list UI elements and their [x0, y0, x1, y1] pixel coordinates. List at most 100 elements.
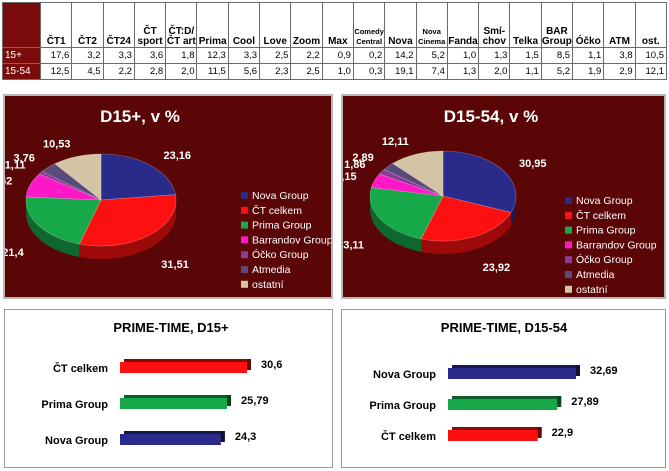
- column-header-zoom: Zoom: [290, 2, 323, 48]
- pie-side-ct-celkem: [420, 212, 511, 254]
- rating-cell: 2,2: [290, 47, 323, 64]
- data-label-barrandov-group: 5,15: [343, 171, 357, 183]
- rating-cell: 12,1: [634, 63, 668, 80]
- bar-end-face: [227, 395, 232, 406]
- rating-cell: 11,5: [196, 63, 229, 80]
- legend-entry-ct-celkem: ČT celkem: [576, 209, 626, 222]
- rating-cell: 12,3: [196, 47, 229, 64]
- pie-slice-atmedia: [383, 163, 444, 197]
- pie-slice-ocko-group: [378, 169, 444, 197]
- pie-panel-d15-54: D15-54, v % 30,95 23,92 23,11 5,151,862,89 12…: [341, 94, 666, 299]
- data-label-prima-group: 23,11: [343, 239, 364, 251]
- legend-entry-ct-celkem: ČT celkem: [252, 204, 302, 217]
- rating-cell: 2,2: [102, 63, 135, 80]
- data-label-ct-celkem: 31,51: [161, 259, 189, 271]
- pie-chart-d15plus: D15+, v % 23,16 31,51 21,4 8,52 1,113,76 10,53…: [5, 107, 331, 291]
- column-header-ct-d-ct-art: ČT:D/ ČT art: [165, 2, 198, 48]
- rating-cell: 8,5: [540, 47, 574, 64]
- column-header-max: Max: [321, 2, 354, 48]
- data-label-ct-celkem: 23,92: [483, 262, 511, 274]
- pie-slice-atmedia: [41, 163, 102, 201]
- bar-end-face: [537, 427, 542, 438]
- pie-side-prima-group: [370, 196, 421, 252]
- pie-slice-nova-group: [100, 153, 176, 201]
- pie-sides: [370, 196, 516, 254]
- bar-front-face: [120, 362, 247, 373]
- legend-entry-ocko-group: Óčko Group: [576, 253, 633, 266]
- rating-cell: 3,3: [102, 47, 135, 64]
- prime-time-panel-d15plus: PRIME-TIME, D15+ ČT celkem 30,6 Prima Group…: [4, 309, 333, 468]
- legend-entry-ocko-group: Óčko Group: [252, 248, 309, 261]
- pie-side-nova-group: [510, 196, 516, 226]
- bar-nova-group: [448, 365, 580, 379]
- pie-slice-nova-group: [442, 150, 517, 213]
- legend-swatch-ostatni: [241, 280, 248, 288]
- rating-cell: 4,5: [71, 63, 104, 80]
- prime-time-panel-d15-54: PRIME-TIME, D15-54 Nova Group 32,69 Prima G…: [341, 309, 666, 468]
- legend-entry-ostatni: ostatní: [252, 279, 284, 291]
- rating-cell: 0,3: [352, 63, 386, 80]
- rating-cell: 2,5: [290, 63, 323, 80]
- legend-swatch-atmedia: [241, 266, 248, 273]
- pie-slice-prima-group: [25, 196, 102, 245]
- category-label-ct-celkem: ČT celkem: [53, 362, 108, 375]
- rating-cell: 2,8: [133, 63, 167, 80]
- bar-ct-celkem: [120, 359, 251, 373]
- data-label-ostatni: 12,11: [382, 136, 409, 148]
- pie-side-ct-celkem: [79, 200, 176, 259]
- ratings-row-15-54: 15-54 12,5 4,5 2,2 2,8 2,0 11,5 5,6 2,3 2,5 1,0 0,…: [2, 63, 668, 80]
- legend-swatch-nova-group: [565, 197, 572, 204]
- rating-cell: 1,1: [509, 63, 542, 80]
- pie-slice-ct-celkem: [78, 194, 177, 247]
- rating-cell: 5,6: [227, 63, 261, 80]
- column-header-telka: Telka: [509, 2, 542, 48]
- category-label-prima-group: Prima Group: [41, 399, 108, 411]
- data-label-ocko-group: 1,86: [344, 159, 365, 171]
- legend-entry-atmedia: Atmedia: [252, 264, 291, 276]
- legend-swatch-nova-group: [241, 192, 248, 199]
- rating-cell: 2,5: [259, 47, 292, 64]
- legend-entry-atmedia: Atmedia: [576, 269, 615, 281]
- rating-cell: 0,2: [352, 47, 386, 64]
- pie-panel-d15plus: D15+, v % 23,16 31,51 21,4 8,52 1,113,76 10,53…: [3, 94, 333, 299]
- data-label-nova-group: 30,95: [519, 158, 547, 170]
- category-label-nova-group: Nova Group: [45, 435, 108, 447]
- bar-front-face: [120, 398, 228, 409]
- column-header-bar-group: BAR Group: [540, 2, 574, 48]
- bar-nova-group: [120, 431, 225, 445]
- rating-cell: 12,5: [39, 63, 73, 80]
- category-label-ct-celkem: ČT celkem: [381, 430, 436, 443]
- column-header-ct-sport: ČT sport: [133, 2, 167, 48]
- column-header-nova: Nova: [384, 2, 417, 48]
- rating-cell: 1,8: [165, 47, 198, 64]
- ratings-corner-cell: [2, 2, 41, 48]
- rating-cell: 3,8: [603, 47, 636, 64]
- legend-entry-prima-group: Prima Group: [576, 225, 636, 237]
- pie-slice-ct-celkem: [420, 195, 512, 242]
- column-header-ct24: ČT24: [102, 2, 135, 48]
- rating-cell: 3,2: [71, 47, 104, 64]
- bar-prima-group: [120, 395, 232, 409]
- rating-cell: 1,0: [321, 63, 354, 80]
- legend-entry-prima-group: Prima Group: [252, 220, 312, 232]
- legend-swatch-barrandov-group: [241, 236, 248, 244]
- rating-cell: 2,3: [259, 63, 292, 80]
- rating-cell: 2,9: [603, 63, 636, 80]
- data-label-nova-group: 23,16: [164, 150, 192, 162]
- pie-slice-barrandov-group: [370, 173, 444, 197]
- legend-swatch-barrandov-group: [565, 241, 572, 249]
- category-label-nova-group: Nova Group: [373, 369, 436, 381]
- data-label-nova-group: 24,3: [235, 431, 256, 443]
- bar-front-face: [120, 434, 221, 445]
- column-header-nova-cinema: Nova Cinema: [415, 2, 448, 48]
- rating-cell: 3,3: [227, 47, 261, 64]
- data-label-ct-celkem: 30,6: [261, 359, 282, 371]
- rating-cell: 2,0: [478, 63, 511, 80]
- column-header-ct2: ČT2: [71, 2, 104, 48]
- rating-cell: 1,0: [446, 47, 480, 64]
- bar-ct-celkem: [448, 427, 542, 441]
- chart-title: D15-54, v %: [444, 107, 539, 126]
- category-label-prima-group: Prima Group: [369, 400, 436, 412]
- bar-end-face: [247, 359, 251, 370]
- bar-end-face: [220, 431, 225, 442]
